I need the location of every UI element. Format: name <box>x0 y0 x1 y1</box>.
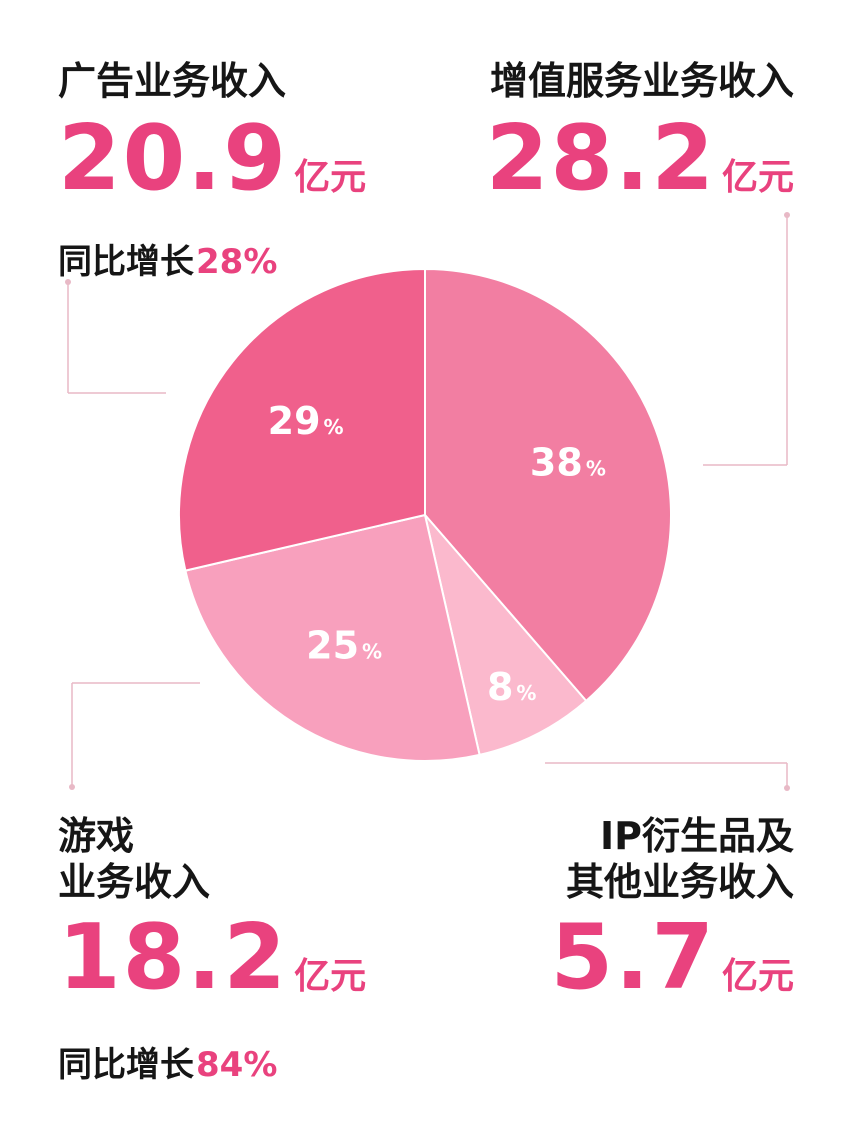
ad-revenue-value: 20.9 亿元 <box>58 114 366 223</box>
pie-slice-1 <box>424 514 588 757</box>
ad-revenue-label: 广告业务收入 <box>58 59 287 103</box>
pie-label-2: 25% <box>306 623 382 667</box>
pie-label-percent-sign-1: % <box>516 681 536 705</box>
connector-vas-dot <box>784 212 790 218</box>
vas-revenue-value: 28.2 亿元 <box>486 114 794 223</box>
pie-slice-2 <box>184 513 481 762</box>
ip-revenue-value: 5.7 亿元 <box>551 913 794 1022</box>
ip-revenue-number: 5.7 <box>550 905 716 1010</box>
game-revenue-label-line1: 游戏 <box>58 814 135 858</box>
pie-label-percent-sign-0: % <box>586 457 606 481</box>
pie-slice-3 <box>178 267 426 572</box>
game-revenue-block: 游戏 业务收入 18.2 亿元 同比增长84% <box>58 813 366 1086</box>
vas-revenue-number: 28.2 <box>485 106 716 211</box>
ad-revenue-block: 广告业务收入 20.9 亿元 同比增长28% <box>58 58 366 283</box>
vas-revenue-label: 增值服务业务收入 <box>489 59 794 103</box>
ad-revenue-number: 20.9 <box>58 106 289 211</box>
game-revenue-label-line2: 业务收入 <box>58 860 211 904</box>
ip-revenue-block: IP衍生品及 其他业务收入 5.7 亿元 <box>551 813 794 1022</box>
pie-label-percent-sign-3: % <box>324 415 344 439</box>
game-growth: 同比增长84% <box>58 1044 366 1086</box>
vas-revenue-block: 增值服务业务收入 28.2 亿元 <box>486 58 794 223</box>
connector-lines <box>65 212 790 791</box>
ad-growth-label: 同比增长 <box>58 242 194 282</box>
game-growth-label: 同比增长 <box>58 1045 194 1085</box>
game-revenue-unit: 亿元 <box>294 956 367 997</box>
connector-ip-dot <box>784 785 790 791</box>
ip-revenue-label-line2: 其他业务收入 <box>565 860 794 904</box>
vas-revenue-unit: 亿元 <box>721 157 794 198</box>
connector-ad-dot <box>65 279 71 285</box>
ip-revenue-unit: 亿元 <box>721 956 794 997</box>
ip-revenue-label-line1: IP衍生品及 <box>600 814 794 858</box>
game-revenue-number: 18.2 <box>58 905 289 1010</box>
pie-label-percent-sign-2: % <box>362 639 382 663</box>
game-growth-value: 84% <box>196 1045 278 1085</box>
pie-label-0: 38% <box>530 441 606 485</box>
ad-growth-value: 28% <box>196 242 278 282</box>
pie-slice-0 <box>424 267 672 703</box>
ad-revenue-unit: 亿元 <box>294 157 367 198</box>
ad-growth: 同比增长28% <box>58 241 366 283</box>
game-revenue-value: 18.2 亿元 <box>58 913 366 1022</box>
connector-game-dot <box>69 784 75 790</box>
